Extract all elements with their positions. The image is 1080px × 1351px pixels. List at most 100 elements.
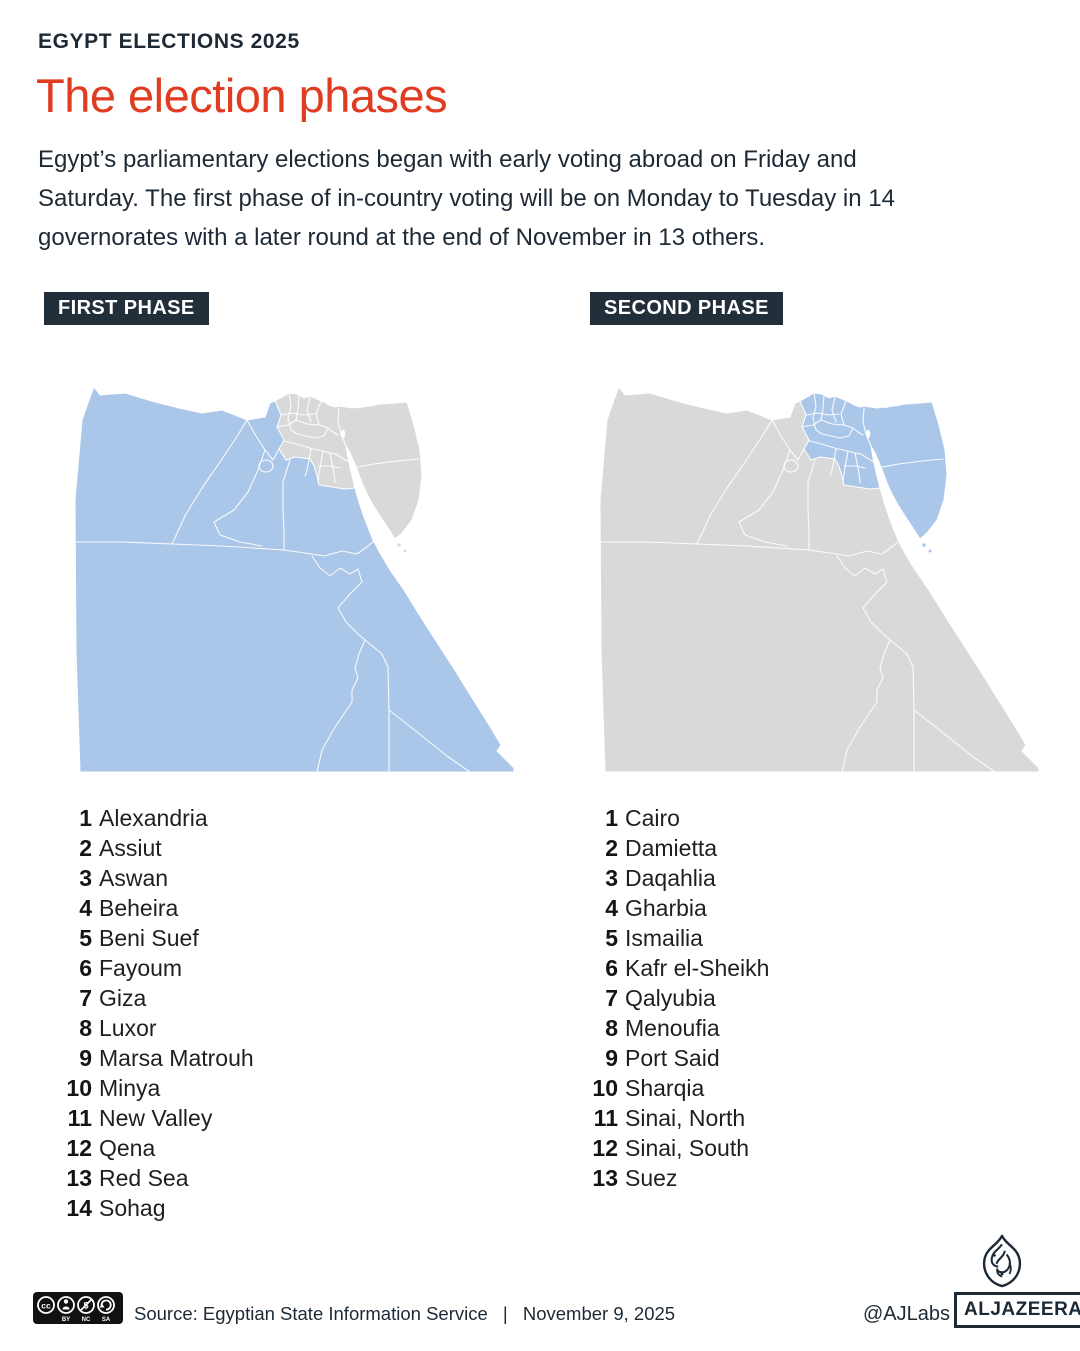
list-item: 9 Port Said: [566, 1043, 769, 1073]
item-name: New Valley: [99, 1104, 213, 1131]
item-name: Port Said: [625, 1044, 720, 1071]
item-name: Aswan: [99, 864, 169, 891]
list-item: 4 Gharbia: [566, 893, 769, 923]
item-name: Luxor: [99, 1014, 157, 1041]
item-name: Menoufia: [625, 1014, 720, 1041]
list-item: 3 Daqahlia: [566, 863, 769, 893]
item-name: Sharqia: [625, 1074, 705, 1101]
list-item: 2 Damietta: [566, 833, 769, 863]
list-item: 13 Suez: [566, 1163, 769, 1193]
ajlabs-credit: @AJLabs: [862, 1303, 950, 1325]
cc-by-label: BY: [62, 1317, 70, 1323]
list-item: 5 Ismailia: [566, 923, 769, 953]
list-item: 12 Sinai, South: [566, 1133, 769, 1163]
item-number: 3: [605, 864, 618, 891]
intro-paragraph: Egypt’s parliamentary elections began wi…: [38, 140, 1038, 257]
aljazeera-wordmark: ALJAZEERA: [954, 1292, 1080, 1328]
item-number: 10: [592, 1074, 618, 1101]
item-number: 13: [592, 1164, 618, 1191]
list-item: 2 Assiut: [40, 833, 254, 863]
list-item: 13 Red Sea: [40, 1163, 254, 1193]
item-name: Daqahlia: [625, 864, 716, 891]
list-item: 6 Fayoum: [40, 953, 254, 983]
phase-badge-second: SECOND PHASE: [590, 292, 783, 325]
item-name: Suez: [625, 1164, 678, 1191]
item-name: Red Sea: [99, 1164, 189, 1191]
egypt-map-second-phase: [592, 380, 1047, 780]
source-line: Source: Egyptian State Information Servi…: [134, 1303, 675, 1325]
list-item: 4 Beheira: [40, 893, 254, 923]
item-number: 6: [605, 954, 618, 981]
item-name: Sinai, North: [625, 1104, 746, 1131]
item-number: 11: [67, 1104, 92, 1131]
item-number: 5: [79, 924, 92, 951]
source-label: Source:: [134, 1303, 198, 1324]
item-name: Sohag: [99, 1194, 166, 1221]
item-name: Qena: [99, 1134, 156, 1161]
list-item: 8 Luxor: [40, 1013, 254, 1043]
cc-license-badge: cc $ BY NC SA: [33, 1292, 123, 1329]
item-number: 14: [66, 1194, 92, 1221]
item-name: Qalyubia: [625, 984, 716, 1011]
item-number: 5: [605, 924, 618, 951]
item-name: Beheira: [99, 894, 179, 921]
item-number: 9: [605, 1044, 618, 1071]
item-number: 12: [592, 1134, 618, 1161]
list-item: 14 Sohag: [40, 1193, 254, 1223]
cc-sa-label: SA: [102, 1317, 111, 1323]
source-date: November 9, 2025: [522, 1303, 676, 1324]
separator: |: [502, 1303, 508, 1324]
item-number: 7: [79, 984, 92, 1011]
item-number: 12: [66, 1134, 92, 1161]
list-item: 8 Menoufia: [566, 1013, 769, 1043]
list-item: 11 Sinai, North: [566, 1103, 769, 1133]
governorate-list-first: 1 Alexandria 2 Assiut 3 Aswan 4 Beheira 5 Beni Su…: [40, 803, 254, 1223]
list-item: 5 Beni Suef: [40, 923, 254, 953]
item-number: 2: [79, 834, 92, 861]
item-number: 8: [79, 1014, 92, 1041]
egypt-map-first-phase: [67, 380, 522, 780]
item-name: Damietta: [625, 834, 718, 861]
item-number: 10: [66, 1074, 92, 1101]
item-name: Assiut: [99, 834, 162, 861]
list-item: 12 Qena: [40, 1133, 254, 1163]
item-number: 1: [605, 804, 618, 831]
list-item: 7 Qalyubia: [566, 983, 769, 1013]
item-name: Alexandria: [99, 804, 208, 831]
item-name: Fayoum: [99, 954, 183, 981]
list-item: 1 Alexandria: [40, 803, 254, 833]
list-item: 11 New Valley: [40, 1103, 254, 1133]
item-name: Beni Suef: [99, 924, 199, 951]
list-item: 1 Cairo: [566, 803, 769, 833]
list-item: 10 Sharqia: [566, 1073, 769, 1103]
page-title: The election phases: [36, 69, 448, 122]
svg-text:cc: cc: [41, 1301, 51, 1311]
item-number: 4: [79, 894, 92, 921]
item-number: 13: [66, 1164, 92, 1191]
creative-commons-icon: cc $ BY NC SA: [33, 1292, 123, 1324]
item-name: Giza: [99, 984, 147, 1011]
item-name: Ismailia: [625, 924, 703, 951]
item-number: 3: [79, 864, 92, 891]
source-value: Egyptian State Information Service: [202, 1303, 488, 1324]
item-name: Minya: [99, 1074, 161, 1101]
list-item: 7 Giza: [40, 983, 254, 1013]
item-name: Cairo: [625, 804, 680, 831]
list-item: 9 Marsa Matrouh: [40, 1043, 253, 1073]
phase-badge-first: FIRST PHASE: [44, 292, 209, 325]
intro-line: Saturday. The first phase of in-country …: [38, 185, 895, 212]
aljazeera-logo: ALJAZEERA: [954, 1232, 1080, 1328]
item-name: Sinai, South: [625, 1134, 750, 1161]
list-item: 3 Aswan: [40, 863, 254, 893]
item-name: Kafr el-Sheikh: [625, 954, 770, 981]
intro-line: Egypt’s parliamentary elections began wi…: [38, 146, 857, 173]
governorate-list-second: 1 Cairo 2 Damietta 3 Daqahlia 4 Gharbia 5 Ismaili…: [566, 803, 769, 1193]
item-name: Gharbia: [625, 894, 707, 921]
item-number: 1: [79, 804, 92, 831]
item-number: 4: [605, 894, 618, 921]
list-item: 6 Kafr el-Sheikh: [566, 953, 769, 983]
list-item: 10 Minya: [40, 1073, 254, 1103]
item-number: 11: [593, 1104, 618, 1131]
item-number: 9: [79, 1044, 92, 1071]
